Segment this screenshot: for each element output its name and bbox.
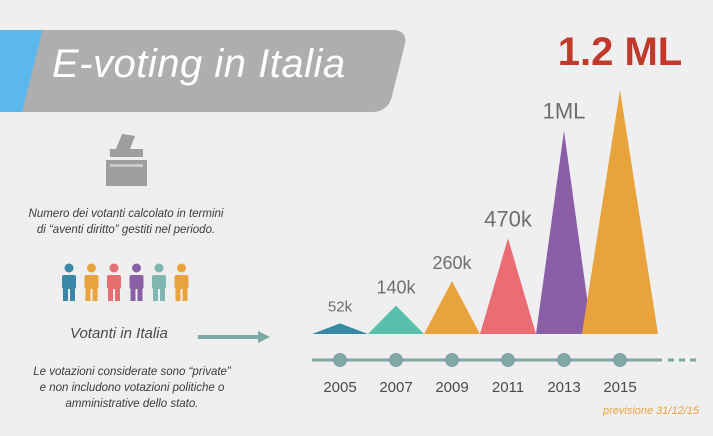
person-icon <box>84 263 99 301</box>
person-icon <box>62 263 76 301</box>
person-icon <box>174 263 189 301</box>
arrow-right-icon <box>198 331 270 343</box>
data-label: 1.2 ML <box>558 30 682 74</box>
chart-peak-2007 <box>368 305 424 334</box>
chart-peak-2015 <box>582 90 658 334</box>
person-icon <box>129 263 144 301</box>
timeline-dot <box>501 353 515 367</box>
x-tick-label: 2009 <box>435 379 468 396</box>
forecast-note: previsione 31/12/15 <box>602 405 699 417</box>
person-icon <box>107 263 121 301</box>
note: Le votazioni considerate sono “private” … <box>6 364 258 412</box>
x-tick-label: 2005 <box>323 379 356 396</box>
description-line: di “aventi diritto” gestiti nel periodo. <box>36 224 216 236</box>
chart-peak-2005 <box>312 323 368 334</box>
x-tick-label: 2013 <box>547 379 580 396</box>
people-group <box>62 263 189 301</box>
x-tick-label: 2007 <box>379 379 412 396</box>
chart-peak-2013 <box>536 130 592 334</box>
note-line: Le votazioni considerate sono “private” <box>33 366 231 378</box>
chart-peak-2011 <box>480 238 536 334</box>
timeline-dot <box>557 353 571 367</box>
description-line: Numero dei votanti calcolato in termini <box>28 208 224 220</box>
chart: 2005 52k 2007 140k 2009 260k 2011 470k 2013 1ML 20… <box>312 30 700 396</box>
data-label: 140k <box>376 278 416 298</box>
timeline-dot <box>333 353 347 367</box>
note-line: amministrative dello stato. <box>65 398 199 410</box>
votanti-label: Votanti in Italia <box>70 325 168 342</box>
timeline-dot <box>445 353 459 367</box>
chart-peak-2009 <box>424 281 480 334</box>
ballot-box-icon <box>106 134 147 186</box>
note-line: e non includono votazioni politiche o <box>39 382 225 394</box>
timeline-dot <box>389 353 403 367</box>
x-tick-label: 2015 <box>603 379 636 396</box>
data-label: 260k <box>432 253 472 273</box>
page-title: E-voting in Italia <box>52 42 346 86</box>
x-tick-label: 2011 <box>492 379 524 396</box>
data-label: 52k <box>328 298 353 315</box>
data-label: 1ML <box>543 99 586 124</box>
data-label: 470k <box>484 206 533 231</box>
description: Numero dei votanti calcolato in termini … <box>10 206 242 238</box>
timeline-dot <box>613 353 627 367</box>
person-icon <box>152 263 166 301</box>
